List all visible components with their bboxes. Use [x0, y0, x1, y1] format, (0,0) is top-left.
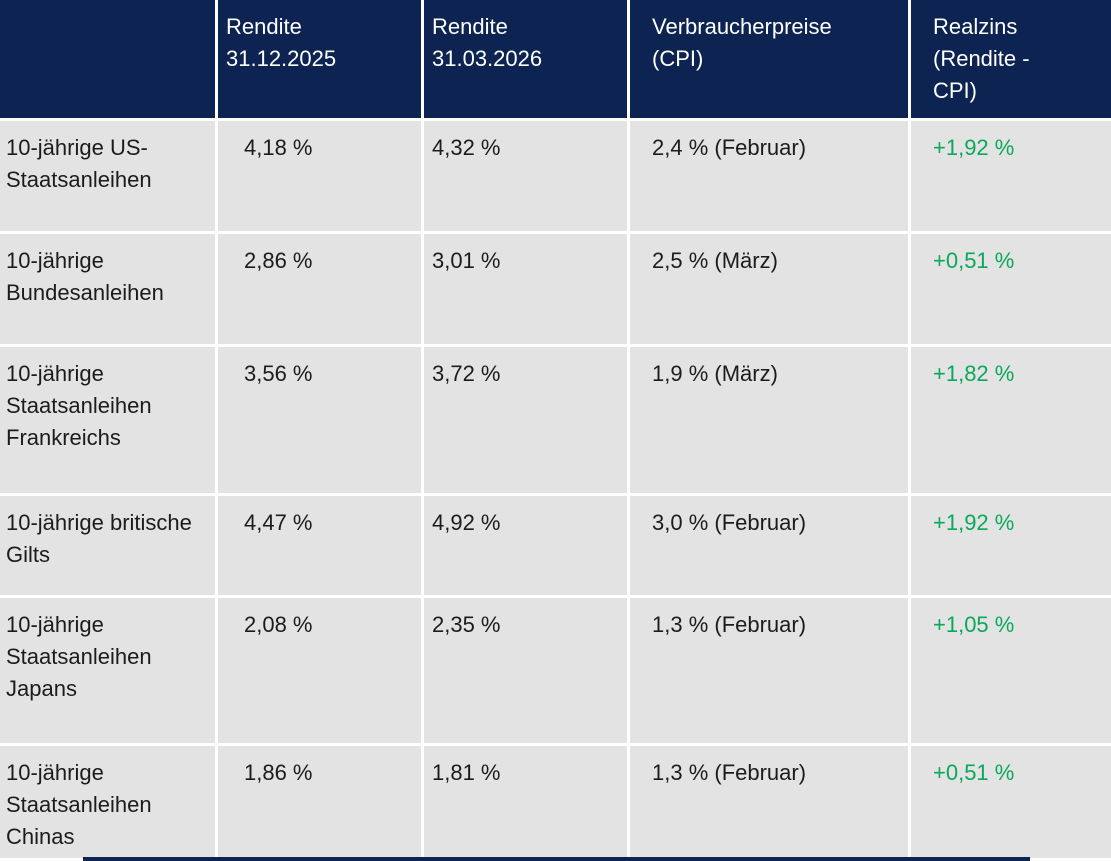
header-cell-verbraucherpreise-cpi: Verbraucherpreise (CPI) [630, 0, 908, 118]
row-label-britische-gilts: 10-jährige britische Gilts [0, 496, 215, 595]
header-line: 31.03.2026 [432, 46, 543, 71]
cell-cn-cpi: 1,3 % (Februar) [630, 746, 908, 858]
header-cell-rendite-31-12-2025: Rendite 31.12.2025 [218, 0, 421, 118]
header-line: (Rendite - [933, 46, 1030, 71]
header-cell-rendite-31-03-2026: Rendite 31.03.2026 [424, 0, 627, 118]
cell-fr-rendite-2026: 3,72 % [424, 347, 627, 493]
header-line: (CPI) [652, 46, 704, 71]
header-cell-realzins: Realzins (Rendite - CPI) [911, 0, 1111, 118]
row-label-us-staatsanleihen: 10-jährige US-Staatsanleihen [0, 121, 215, 231]
cell-uk-rendite-2026: 4,92 % [424, 496, 627, 595]
cell-de-rendite-2025: 2,86 % [218, 234, 421, 344]
cell-fr-realzins: +1,82 % [911, 347, 1111, 493]
cell-jp-cpi: 1,3 % (Februar) [630, 598, 908, 743]
cell-us-rendite-2025: 4,18 % [218, 121, 421, 231]
row-label-bundesanleihen: 10-jährige Bundesanleihen [0, 234, 215, 344]
cell-jp-rendite-2025: 2,08 % [218, 598, 421, 743]
cell-uk-rendite-2025: 4,47 % [218, 496, 421, 595]
header-line: Rendite [432, 14, 508, 39]
cell-fr-cpi: 1,9 % (März) [630, 347, 908, 493]
cell-de-rendite-2026: 3,01 % [424, 234, 627, 344]
cell-de-cpi: 2,5 % (März) [630, 234, 908, 344]
cell-uk-realzins: +1,92 % [911, 496, 1111, 595]
header-line: Rendite [226, 14, 302, 39]
bottom-navy-bar [83, 857, 1030, 861]
cell-uk-cpi: 3,0 % (Februar) [630, 496, 908, 595]
cell-us-cpi: 2,4 % (Februar) [630, 121, 908, 231]
cell-de-realzins: +0,51 % [911, 234, 1111, 344]
header-line: Realzins [933, 14, 1018, 39]
cell-us-rendite-2026: 4,32 % [424, 121, 627, 231]
header-cell-empty [0, 0, 215, 118]
cell-jp-rendite-2026: 2,35 % [424, 598, 627, 743]
cell-cn-realzins: +0,51 % [911, 746, 1111, 858]
cell-jp-realzins: +1,05 % [911, 598, 1111, 743]
cell-cn-rendite-2025: 1,86 % [218, 746, 421, 858]
header-line: Verbraucherpreise [652, 14, 832, 39]
cell-fr-rendite-2025: 3,56 % [218, 347, 421, 493]
row-label-japan: 10-jährige Staatsanleihen Japans [0, 598, 215, 743]
row-label-china: 10-jährige Staatsanleihen Chinas [0, 746, 215, 858]
header-line: CPI) [933, 78, 977, 103]
row-label-frankreich: 10-jährige Staatsanleihen Frankreichs [0, 347, 215, 493]
cell-us-realzins: +1,92 % [911, 121, 1111, 231]
header-line: 31.12.2025 [226, 46, 337, 71]
cell-cn-rendite-2026: 1,81 % [424, 746, 627, 858]
